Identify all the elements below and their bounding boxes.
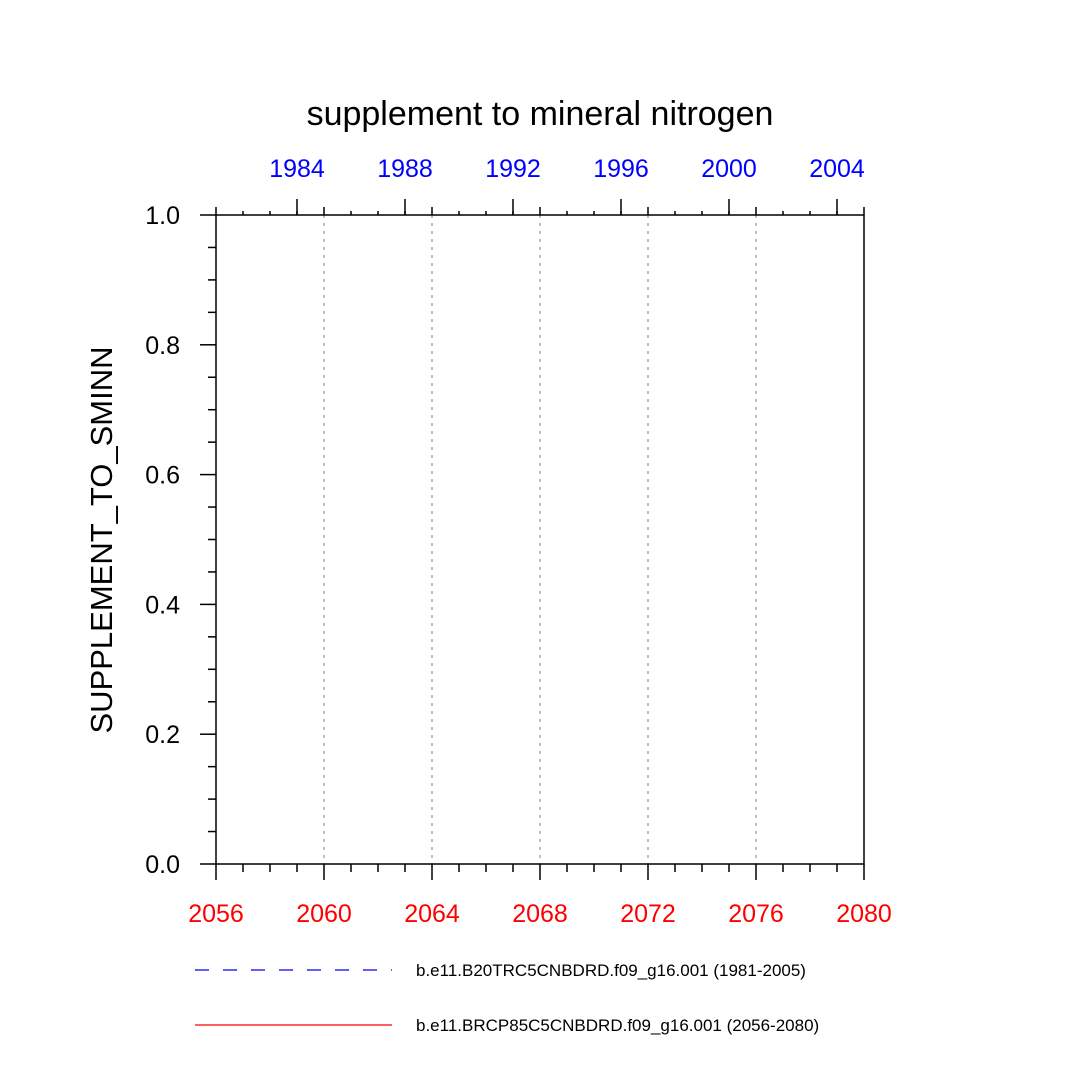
chart-title: supplement to mineral nitrogen [307,95,774,133]
legend-label: b.e11.B20TRC5CNBDRD.f09_g16.001 (1981-20… [416,961,806,980]
x-top-tick-labels: 1984 1988 1992 1996 2000 2004 [269,155,865,183]
x-top-tick-label: 1988 [377,155,433,183]
y-tick-label: 0.4 [145,591,180,619]
plot-frame [215,214,865,865]
x-top-tick-label: 1992 [485,155,541,183]
x-bottom-tick-label: 2056 [188,900,244,928]
y-axis-label: SUPPLEMENT_TO_SMINN [84,346,119,733]
x-top-tick-label: 2000 [701,155,757,183]
axis-ticks [200,199,865,880]
y-tick-label: 0.0 [145,851,180,879]
y-tick-labels: 0.0 0.2 0.4 0.6 0.8 1.0 [145,202,180,879]
x-bottom-tick-label: 2072 [620,900,676,928]
x-top-tick-label: 2004 [809,155,865,183]
x-top-tick-label: 1984 [269,155,325,183]
x-bottom-tick-label: 2080 [836,900,892,928]
y-tick-label: 0.2 [145,721,180,749]
x-bottom-tick-label: 2076 [728,900,784,928]
x-bottom-tick-label: 2068 [512,900,568,928]
x-bottom-tick-label: 2060 [296,900,352,928]
y-tick-label: 1.0 [145,202,180,230]
y-tick-label: 0.8 [145,332,180,360]
x-top-tick-label: 1996 [593,155,649,183]
x-bottom-tick-label: 2064 [404,900,460,928]
legend: b.e11.B20TRC5CNBDRD.f09_g16.001 (1981-20… [195,961,819,1035]
y-tick-label: 0.6 [145,462,180,490]
x-bottom-tick-labels: 2056 2060 2064 2068 2072 2076 2080 [188,900,892,928]
legend-label: b.e11.BRCP85C5CNBDRD.f09_g16.001 (2056-2… [416,1016,819,1035]
